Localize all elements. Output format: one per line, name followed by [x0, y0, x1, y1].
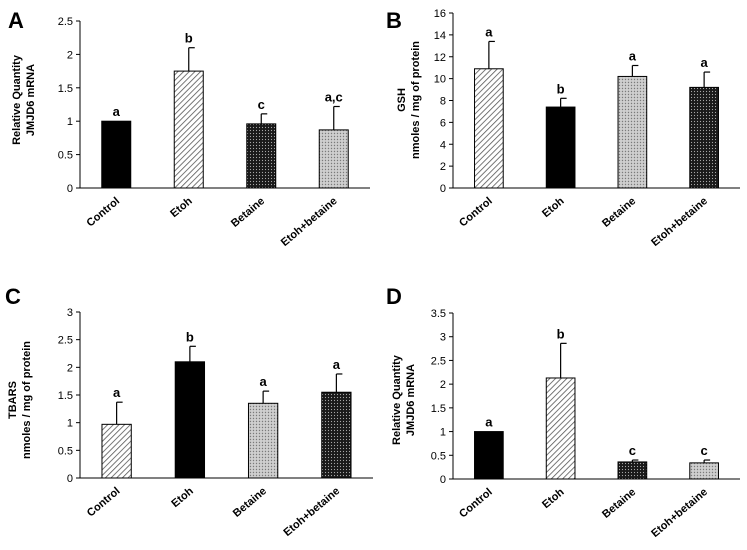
y-tick-label: 1.5	[431, 403, 446, 415]
significance-label: a	[485, 415, 493, 430]
x-category-label: Etoh	[540, 486, 567, 511]
x-category-label: Control	[457, 486, 495, 520]
bar-control	[474, 431, 504, 480]
panel-label: C	[5, 284, 21, 309]
y-tick-label: 2.5	[58, 335, 73, 347]
chart-panel-a: A Relative Quantity JMJD6 mRNA 0 0.5 1 1.5 2 2.5…	[8, 8, 370, 249]
significance-label: a	[701, 55, 709, 70]
chart-panel-d: D Relative Quantity JMJD6 mRNA 0 0.5 1 1.5 2 2.5…	[386, 284, 740, 540]
y-tick-label: 14	[434, 30, 446, 42]
x-category-label: Control	[85, 485, 123, 519]
significance-label: b	[185, 31, 193, 46]
panel-label: A	[8, 8, 24, 33]
bar-etoh	[173, 70, 204, 189]
chart-panel-c: C TBARS nmoles / mg of protein 0 0.5 1 1.5 2 2.5…	[5, 284, 373, 539]
y-tick-label: 0.5	[58, 445, 73, 457]
y-tick-label: 0	[67, 183, 73, 195]
y-tick-label: 1	[440, 427, 446, 439]
y-tick-label: 0	[67, 473, 73, 485]
y-tick-label: 4	[440, 139, 446, 151]
significance-label: a	[113, 104, 121, 119]
bar-control	[474, 68, 504, 189]
y-axis-title-line: nmoles / mg of protein	[21, 341, 33, 459]
y-axis-title-line: Relative Quantity	[11, 54, 23, 145]
bar-etoh	[174, 361, 206, 479]
panel-label: B	[386, 8, 402, 33]
y-tick-label: 3	[67, 307, 73, 319]
x-category-label: Etoh	[169, 485, 196, 510]
y-tick-label: 0	[440, 474, 446, 486]
significance-label: a	[629, 49, 637, 64]
bar-control	[101, 120, 132, 189]
significance-label: b	[186, 329, 194, 344]
x-category-label: Betaine	[600, 486, 638, 521]
significance-label: a	[333, 357, 341, 372]
x-category-label: Etoh	[540, 195, 567, 220]
y-tick-label: 1	[67, 418, 73, 430]
x-category-label: Control	[85, 195, 123, 229]
x-category-label: Etoh+betaine	[279, 195, 340, 249]
significance-label: a	[485, 24, 493, 39]
y-axis-title-line: TBARS	[7, 381, 19, 419]
x-category-label: Betaine	[231, 485, 269, 520]
x-category-label: Etoh+betaine	[649, 195, 710, 249]
significance-label: b	[557, 326, 565, 341]
y-tick-label: 1.5	[58, 83, 73, 95]
y-tick-label: 0	[440, 183, 446, 195]
x-category-label: Betaine	[229, 195, 267, 230]
significance-label: b	[557, 81, 565, 96]
y-tick-label: 2	[440, 161, 446, 173]
y-tick-label: 0.5	[58, 150, 73, 162]
y-axis-title-line: GSH	[396, 88, 408, 112]
significance-label: a	[113, 385, 121, 400]
x-category-label: Etoh+betaine	[649, 486, 710, 540]
bar-betaine	[617, 461, 648, 480]
y-tick-label: 2	[67, 49, 73, 61]
y-axis-title-line: Relative Quantity	[391, 354, 403, 445]
significance-label: a,c	[325, 90, 343, 105]
y-tick-label: 6	[440, 117, 446, 129]
y-axis-title-line: nmoles / mg of protein	[410, 41, 422, 159]
bar-etoh	[545, 106, 576, 189]
bar-betaine	[617, 75, 648, 189]
significance-label: c	[629, 443, 636, 458]
y-axis-title-line: JMJD6 mRNA	[405, 364, 417, 436]
y-tick-label: 1	[67, 116, 73, 128]
significance-label: c	[701, 443, 708, 458]
y-axis-title-line: JMJD6 mRNA	[25, 64, 37, 136]
y-tick-label: 0.5	[431, 450, 446, 462]
x-category-label: Control	[457, 195, 495, 229]
x-category-label: Etoh	[168, 195, 195, 220]
y-tick-label: 1.5	[58, 390, 73, 402]
y-tick-label: 2	[67, 362, 73, 374]
bar-etoh-betaine	[318, 129, 349, 189]
y-tick-label: 12	[434, 52, 446, 64]
bar-control	[101, 423, 132, 479]
significance-label: c	[258, 97, 265, 112]
y-tick-label: 2.5	[58, 16, 73, 28]
x-category-label: Etoh+betaine	[281, 485, 342, 539]
y-tick-label: 10	[434, 74, 446, 86]
bar-etoh	[545, 377, 576, 480]
significance-label: a	[260, 374, 268, 389]
bar-etoh-betaine	[689, 462, 719, 480]
panel-label: D	[386, 284, 402, 309]
y-tick-label: 3	[440, 332, 446, 344]
y-tick-label: 3.5	[431, 308, 446, 320]
y-tick-label: 2	[440, 379, 446, 391]
bar-betaine	[246, 123, 277, 189]
bar-etoh-betaine	[689, 86, 719, 189]
y-tick-label: 8	[440, 96, 446, 108]
y-tick-label: 16	[434, 8, 446, 20]
chart-panel-b: B GSH nmoles / mg of protein 0 2 4 6 8 10 12 14 16 a…	[386, 8, 740, 249]
bar-betaine	[247, 402, 279, 479]
x-category-label: Betaine	[600, 195, 638, 230]
y-tick-label: 2.5	[431, 355, 446, 367]
bar-etoh-betaine	[321, 391, 352, 479]
